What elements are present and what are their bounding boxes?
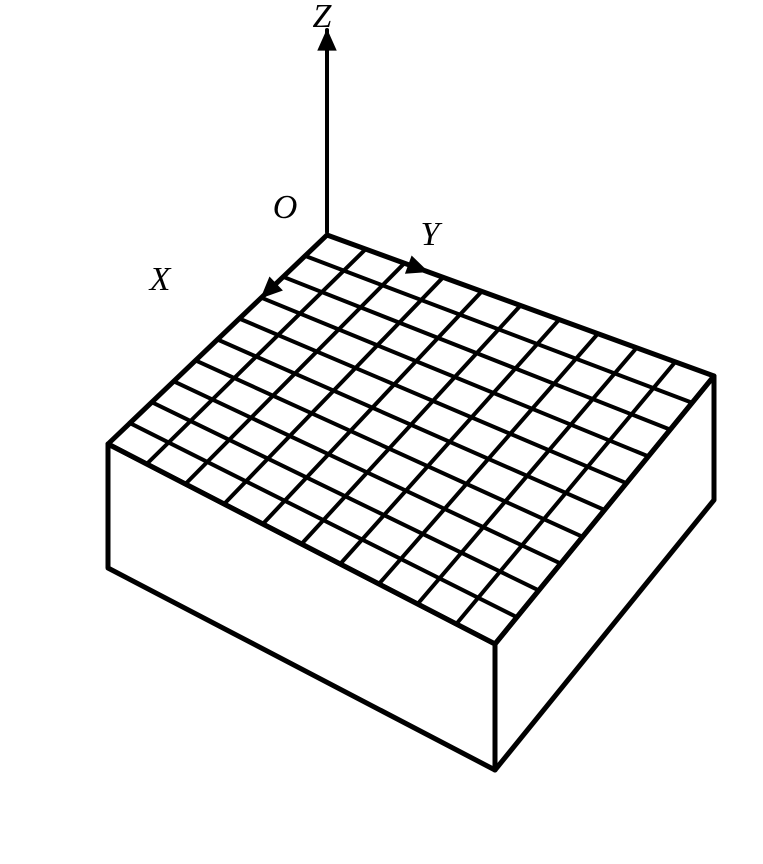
z-axis-label: Z bbox=[313, 0, 333, 35]
axis-labels: O Z Y X bbox=[148, 0, 443, 298]
y-axis-label: Y bbox=[421, 216, 443, 253]
slab-solid bbox=[108, 235, 714, 770]
isometric-grid-diagram: O Z Y X bbox=[0, 0, 763, 864]
top-grid bbox=[130, 249, 692, 624]
origin-label: O bbox=[273, 189, 298, 226]
x-axis-label: X bbox=[148, 261, 172, 298]
coordinate-axes bbox=[261, 30, 427, 298]
